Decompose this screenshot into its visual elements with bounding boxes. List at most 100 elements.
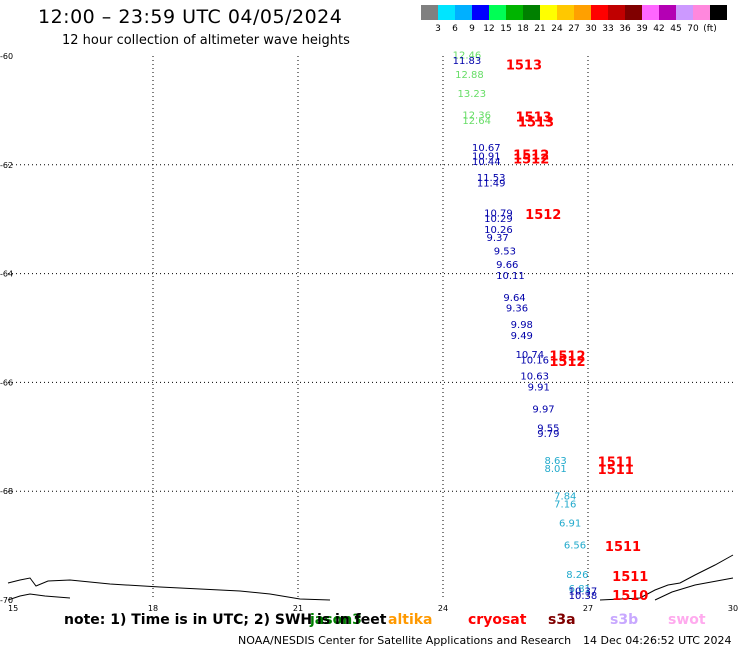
colorbar-tick-label: (ft) — [703, 24, 717, 34]
colorbar-swatch — [642, 5, 659, 20]
colorbar-tick-label: 9 — [469, 24, 475, 34]
wave-height-label: 9.55 — [537, 423, 559, 434]
sat-legend-s3b: s3b — [610, 612, 639, 628]
wave-height-label: 10.79 — [484, 208, 513, 219]
wave-height-label: 12.36 — [462, 111, 491, 122]
wave-height-label: 10.74 — [516, 350, 545, 361]
units-note: note: 1) Time is in UTC; 2) SWH is in fe… — [64, 612, 387, 628]
y-tick-label: -70 — [0, 596, 13, 605]
wave-height-chart: 15 18 21 24 27 30 -60 -62 -64 -66 -68 -70 12.4611.83… — [0, 51, 738, 612]
wave-height-label: 9.37 — [487, 233, 509, 244]
y-tick-label: -64 — [0, 270, 13, 279]
chart-title: 12:00 – 23:59 UTC 04/05/2024 — [38, 6, 343, 28]
colorbar-swatch — [608, 5, 625, 20]
wave-height-label: 11.83 — [453, 56, 482, 67]
wave-height-label: 6.56 — [564, 540, 586, 551]
track-number-label: 1512 — [513, 148, 549, 163]
sat-legend-jason3: jason3 — [310, 612, 362, 628]
colorbar-tick-label: 27 — [568, 24, 579, 34]
wave-height-label: 10.16 — [520, 355, 549, 366]
wave-height-label: 9.79 — [537, 429, 559, 440]
track-number-label: 1511 — [612, 570, 648, 585]
wave-height-label: 8.63 — [545, 456, 567, 467]
wave-height-label: 8.01 — [545, 464, 567, 475]
wave-height-label: 10.29 — [484, 214, 513, 225]
track-number-label: 1512 — [549, 350, 585, 365]
coastline-left — [7, 577, 331, 601]
wave-height-label: 10.37 — [569, 587, 598, 598]
track-number-label: 1513 — [518, 116, 554, 131]
wave-height-label: 6.81 — [569, 584, 591, 595]
colorbar-tick-label: 42 — [653, 24, 664, 34]
wave-height-label: 13.23 — [458, 89, 487, 100]
colorbar-swatch — [455, 5, 472, 20]
x-tick-label: 30 — [728, 604, 738, 612]
coastline-right-2 — [654, 577, 734, 601]
wave-height-label: 10.63 — [520, 372, 549, 383]
x-tick-label: 15 — [8, 604, 18, 612]
colorbar-swatch — [523, 5, 540, 20]
colorbar-swatch — [489, 5, 506, 20]
colorbar-tick-label: 45 — [670, 24, 681, 34]
colorbar-tick-label: 70 — [687, 24, 699, 34]
colorbar-tick-label: 18 — [517, 24, 529, 34]
wave-height-label: 6.91 — [559, 519, 581, 530]
track-number-label: 1511 — [605, 540, 641, 555]
wave-height-label: 9.98 — [511, 320, 533, 331]
wave-height-label: 10.91 — [472, 151, 501, 162]
colorbar-tick-label: 12 — [483, 24, 494, 34]
coastline-left-2 — [7, 593, 71, 601]
colorbar-tick-label: 39 — [636, 24, 648, 34]
colorbar-swatch — [557, 5, 574, 20]
wave-height-label: 9.36 — [506, 304, 528, 315]
track-number-label: 1512 — [513, 153, 549, 168]
wave-height-label: 9.49 — [511, 331, 533, 342]
track-number-label: 1513 — [516, 110, 552, 125]
sat-legend-s3a: s3a — [548, 612, 576, 628]
wave-height-label: 9.91 — [528, 383, 550, 394]
colorbar-swatch — [676, 5, 693, 20]
colorbar-swatch — [591, 5, 608, 20]
wave-height-label: 10.38 — [569, 591, 598, 602]
y-tick-label: -66 — [0, 378, 13, 387]
wave-height-label: 9.66 — [496, 260, 518, 271]
wave-height-label: 10.44 — [472, 157, 501, 168]
colorbar-swatch — [625, 5, 642, 20]
colorbar-swatch — [574, 5, 591, 20]
colorbar-swatch — [693, 5, 710, 20]
wave-height-label: 9.97 — [532, 404, 554, 415]
colorbar-swatch — [659, 5, 676, 20]
y-tick-label: -68 — [0, 487, 13, 496]
wave-height-label: 12.46 — [453, 51, 482, 62]
colorbar-legend: 3 6 9 12 15 18 21 24 27 30 33 36 39 42 45 70 (ft) — [421, 5, 727, 34]
sat-legend-altika: altika — [388, 612, 433, 628]
x-tick-label: 24 — [438, 604, 448, 612]
track-number-label: 1513 — [506, 59, 542, 74]
track-number-label: 1511 — [598, 456, 634, 471]
footer-credit: NOAA/NESDIS Center for Satellite Applica… — [238, 634, 572, 647]
y-tick-label: -62 — [0, 161, 13, 170]
colorbar-tick-label: 15 — [500, 24, 511, 34]
colorbar-swatch — [438, 5, 455, 20]
wave-height-label: 11.53 — [477, 173, 506, 184]
colorbar-tick-label: 30 — [585, 24, 597, 34]
y-tick-label: -60 — [0, 52, 13, 61]
wave-height-label: 10.11 — [496, 271, 525, 282]
track-number-label: 1512 — [549, 355, 585, 370]
colorbar-tick-label: 24 — [551, 24, 563, 34]
x-tick-label: 27 — [583, 604, 593, 612]
colorbar-swatch — [472, 5, 489, 20]
colorbar-swatch — [540, 5, 557, 20]
chart-subtitle: 12 hour collection of altimeter wave hei… — [62, 33, 350, 48]
wave-height-label: 12.88 — [455, 70, 484, 81]
wave-height-label: 12.64 — [462, 116, 491, 127]
track-number-label: 1510 — [612, 589, 648, 604]
wave-height-label: 10.67 — [472, 143, 501, 154]
wave-height-label: 10.26 — [484, 225, 513, 236]
colorbar-tick-label: 36 — [619, 24, 631, 34]
colorbar-swatch — [506, 5, 523, 20]
wave-height-label: 8.26 — [566, 570, 588, 581]
track-number-label: 1511 — [598, 463, 634, 478]
colorbar-swatch — [710, 5, 727, 20]
x-tick-label: 21 — [293, 604, 303, 612]
